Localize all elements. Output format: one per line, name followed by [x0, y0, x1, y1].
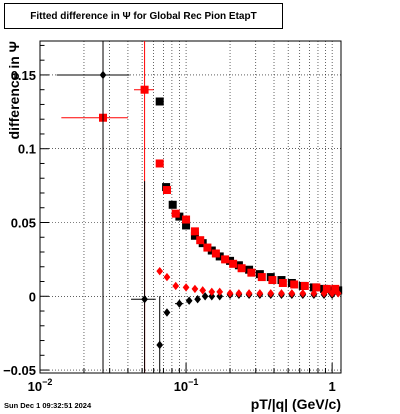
data-point [155, 97, 164, 106]
data-point [163, 272, 171, 282]
data-point [194, 295, 201, 304]
data-point [203, 243, 212, 252]
data-point [256, 289, 264, 298]
axis-ticks [39, 44, 333, 373]
y-axis-label: difference in Ψ [6, 41, 22, 139]
datestamp: Sun Dec 1 09:32:51 2024 [4, 401, 92, 410]
data-point [288, 289, 296, 298]
data-point [331, 284, 340, 293]
data-point [278, 278, 287, 287]
series-4 [156, 266, 342, 298]
data-point [182, 283, 190, 292]
y-tick-label: 0 [29, 289, 36, 304]
data-point [237, 264, 246, 273]
data-point [99, 70, 107, 80]
data-point [185, 296, 193, 305]
data-point [190, 227, 199, 236]
data-point [322, 284, 331, 293]
x-tick-label: 1 [329, 379, 336, 394]
data-point [290, 280, 299, 289]
data-point [216, 287, 224, 297]
series-3 [56, 41, 336, 373]
y-tick-label: −0.05 [3, 363, 36, 378]
data-point [268, 276, 277, 285]
data-point [207, 246, 216, 255]
data-point [140, 85, 149, 94]
data-point [196, 236, 205, 245]
data-point [199, 286, 207, 295]
y-tick-label: 0.05 [11, 215, 36, 230]
data-point [172, 281, 180, 291]
grid-lines [40, 41, 341, 373]
y-tick-label: 0.15 [11, 68, 36, 83]
data-point [320, 289, 328, 298]
data-point [226, 289, 234, 298]
data-point [141, 295, 148, 304]
data-point [221, 255, 230, 264]
plot-frame [39, 40, 342, 374]
data-point [334, 289, 342, 298]
x-tick-label: 10−2 [28, 377, 53, 394]
data-point [216, 292, 224, 301]
data-point [162, 186, 171, 195]
data-point [182, 221, 191, 230]
data-point [168, 200, 177, 209]
x-axis-label: pT/|q| (GeV/c) [251, 396, 341, 412]
data-point [163, 308, 171, 317]
data-point [310, 289, 318, 298]
data-point [208, 287, 216, 297]
data-point [257, 273, 266, 282]
data-point [211, 249, 220, 258]
data-point [182, 215, 191, 224]
data-point [201, 292, 209, 301]
data-point [328, 289, 336, 298]
data-point [155, 159, 164, 168]
chart-title: Fitted difference in Ψ for Global Rec Pi… [4, 3, 283, 29]
data-point [245, 289, 253, 298]
x-tick-label: 10−1 [174, 377, 199, 394]
data-point [235, 289, 243, 298]
data-point [156, 340, 164, 350]
data-point [229, 259, 238, 268]
data-point [278, 289, 285, 298]
y-tick-label: 0.1 [18, 142, 36, 157]
series-1 [155, 97, 343, 295]
data-point [176, 299, 183, 308]
data-point [312, 283, 321, 292]
data-point [191, 284, 199, 294]
data-point [299, 289, 307, 298]
data-point [300, 281, 309, 290]
data-point [156, 266, 164, 276]
data-point [208, 292, 216, 301]
data-point [267, 289, 275, 298]
data-point [247, 268, 256, 277]
data-point [190, 231, 199, 240]
data-point [171, 209, 180, 218]
